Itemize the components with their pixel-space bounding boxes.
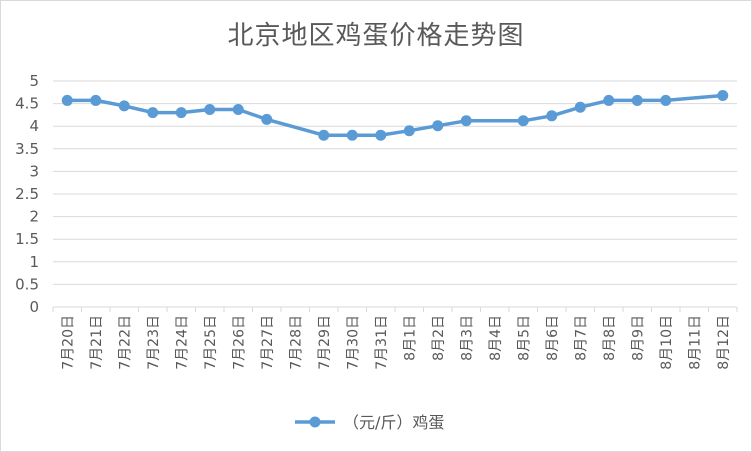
y-tick-label: 5 <box>29 72 39 90</box>
data-point <box>118 100 130 112</box>
x-tick-label: 7月22日 <box>117 315 133 370</box>
x-tick-label: 8月1日 <box>402 315 418 361</box>
data-point <box>261 113 273 125</box>
x-tick-label: 7月20日 <box>60 315 76 370</box>
data-point <box>546 110 558 122</box>
y-tick-label: 2.5 <box>15 185 39 203</box>
data-point <box>318 129 330 141</box>
y-tick-label: 1 <box>29 253 39 271</box>
y-tick-label: 3.5 <box>15 140 39 158</box>
y-tick-label: 4 <box>29 117 39 135</box>
chart-title: 北京地区鸡蛋价格走势图 <box>227 21 525 51</box>
x-tick-label: 7月27日 <box>260 315 276 370</box>
y-tick-label: 2 <box>29 208 39 226</box>
x-tick-label: 7月21日 <box>89 315 105 370</box>
data-point <box>375 129 387 141</box>
x-tick-label: 8月8日 <box>602 315 618 361</box>
data-point <box>603 94 615 106</box>
x-tick-label: 7月28日 <box>288 315 304 370</box>
data-point <box>432 120 444 132</box>
x-tick-label: 8月9日 <box>630 315 646 361</box>
data-point <box>403 125 415 137</box>
x-tick-label: 7月25日 <box>203 315 219 370</box>
data-point <box>147 107 159 119</box>
y-tick-label: 3 <box>29 162 39 180</box>
y-tick-label: 1.5 <box>15 230 39 248</box>
data-point <box>631 94 643 106</box>
x-tick-label: 8月10日 <box>659 315 675 370</box>
x-tick-label: 8月6日 <box>545 315 561 361</box>
x-tick-label: 7月24日 <box>174 315 190 370</box>
data-point <box>717 89 729 101</box>
data-point <box>346 129 358 141</box>
data-point <box>90 94 102 106</box>
data-point <box>517 115 529 127</box>
legend-marker <box>309 416 321 428</box>
x-tick-label: 8月7日 <box>573 315 589 361</box>
x-tick-label: 8月5日 <box>516 315 532 361</box>
legend-label: （元/斤）鸡蛋 <box>343 413 444 432</box>
data-point <box>61 94 73 106</box>
x-tick-label: 8月3日 <box>459 315 475 361</box>
x-tick-label: 7月31日 <box>374 315 390 370</box>
y-tick-label: 0 <box>29 298 39 316</box>
series-line <box>67 93 723 137</box>
x-tick-label: 8月12日 <box>716 315 732 370</box>
x-tick-label: 8月2日 <box>431 315 447 361</box>
data-point <box>574 101 586 113</box>
data-point <box>460 115 472 127</box>
x-tick-label: 7月23日 <box>146 315 162 370</box>
data-point <box>204 103 216 115</box>
data-point <box>660 94 672 106</box>
x-tick-label: 7月29日 <box>317 315 333 370</box>
data-point <box>175 107 187 119</box>
x-tick-label: 8月4日 <box>488 315 504 361</box>
y-tick-label: 4.5 <box>15 95 39 113</box>
y-tick-label: 0.5 <box>15 275 39 293</box>
x-tick-label: 8月11日 <box>687 315 703 370</box>
data-point <box>232 103 244 115</box>
x-tick-label: 7月26日 <box>231 315 247 370</box>
x-tick-label: 7月30日 <box>345 315 361 370</box>
